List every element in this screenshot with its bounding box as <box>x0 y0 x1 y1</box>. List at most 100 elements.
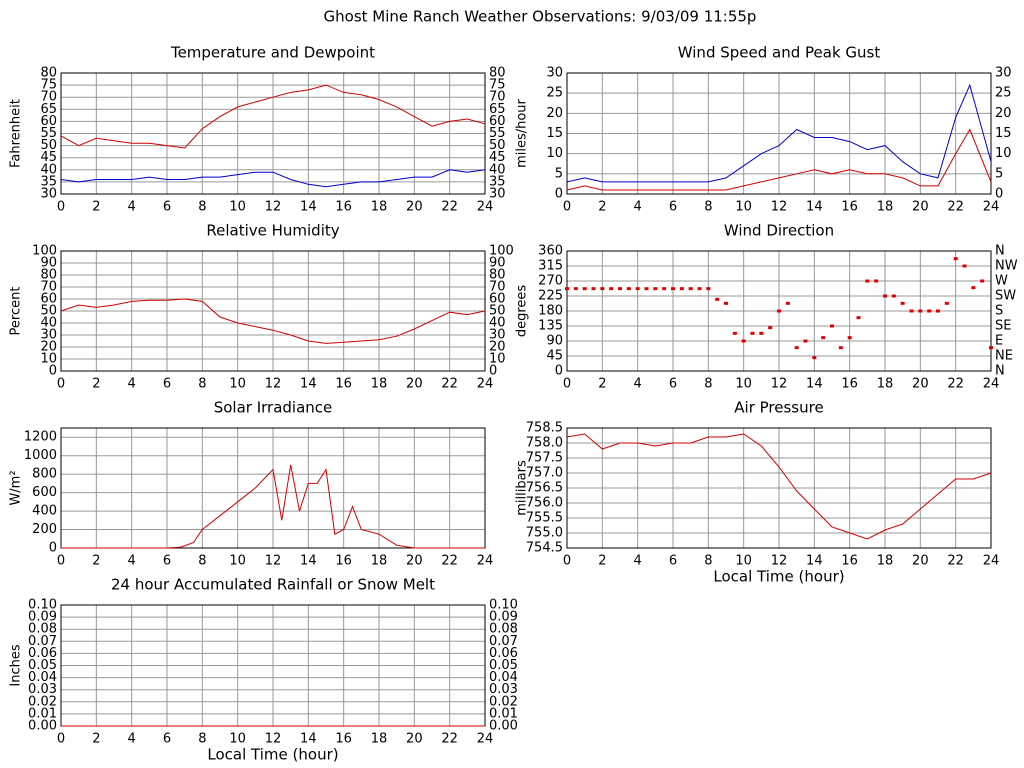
y2-tick-label: E <box>995 334 1003 349</box>
chart-title: Temperature and Dewpoint <box>170 44 375 62</box>
y2-tick-label: 75 <box>489 78 506 93</box>
y-tick-label: 70 <box>40 280 57 295</box>
y-tick-label: 80 <box>40 268 57 283</box>
x-tick-label: 6 <box>669 200 677 215</box>
y2-tick-label: 15 <box>995 126 1012 141</box>
x-tick-label: 20 <box>406 732 423 747</box>
x-tick-label: 16 <box>841 554 858 569</box>
x-axis-label: Local Time (hour) <box>713 568 844 586</box>
data-point <box>644 287 649 291</box>
y-tick-label: 0.03 <box>28 682 57 697</box>
data-point <box>759 331 764 335</box>
x-tick-label: 14 <box>806 200 823 215</box>
y2-tick-label: 90 <box>489 256 506 271</box>
x-tick-label: 22 <box>441 554 458 569</box>
y-tick-label: 70 <box>40 90 57 105</box>
data-point <box>830 324 834 328</box>
y2-tick-label: 30 <box>489 187 506 202</box>
x-tick-label: 0 <box>563 200 571 215</box>
plot-frame <box>566 250 992 372</box>
data-point <box>741 339 746 343</box>
data-point <box>900 301 905 305</box>
data-point <box>936 309 940 313</box>
data-line <box>566 128 992 191</box>
y-tick-label: 756.5 <box>526 481 563 496</box>
data-point <box>856 316 861 320</box>
data-point <box>715 297 720 301</box>
x-tick-label: 12 <box>771 200 788 215</box>
chart-title: 24 hour Accumulated Rainfall or Snow Mel… <box>111 576 435 594</box>
y-tick-label: 754.5 <box>526 541 563 556</box>
chart-title: Air Pressure <box>734 399 823 417</box>
x-tick-label: 24 <box>983 554 1000 569</box>
y-tick-label: 756.0 <box>526 496 563 511</box>
x-tick-label: 18 <box>877 377 894 392</box>
x-tick-label: 20 <box>406 200 423 215</box>
x-tick-label: 4 <box>128 377 136 392</box>
y2-tick-label: 20 <box>995 106 1012 121</box>
x-tick-label: 24 <box>983 377 1000 392</box>
y-tick-label: 20 <box>546 106 563 121</box>
y-axis-label: millibars <box>515 460 530 516</box>
x-tick-label: 12 <box>265 377 282 392</box>
x-axis-label: Local Time (hour) <box>207 746 338 764</box>
x-tick-label: 22 <box>441 200 458 215</box>
y-tick-label: 50 <box>40 304 57 319</box>
y2-tick-label: 60 <box>489 114 506 129</box>
data-point <box>618 287 622 291</box>
y-tick-label: 60 <box>40 114 57 129</box>
x-tick-label: 10 <box>229 200 246 215</box>
y2-tick-label: 0.04 <box>489 670 518 685</box>
chart-title: Wind Direction <box>724 222 834 240</box>
data-point <box>909 309 914 313</box>
y-axis-label: W/m² <box>9 470 24 505</box>
y-tick-label: 0 <box>555 187 563 202</box>
data-point <box>927 309 932 313</box>
x-tick-label: 2 <box>92 377 100 392</box>
x-tick-label: 6 <box>163 732 171 747</box>
x-tick-label: 14 <box>806 554 823 569</box>
y2-tick-label: 10 <box>489 352 506 367</box>
y-tick-label: 30 <box>40 328 57 343</box>
y-tick-label: 10 <box>546 146 563 161</box>
data-line <box>60 298 486 344</box>
x-tick-label: 2 <box>92 200 100 215</box>
y-tick-label: 0.01 <box>28 706 57 721</box>
y-tick-label: 135 <box>538 319 563 334</box>
x-tick-label: 12 <box>771 554 788 569</box>
y-axis-label: Percent <box>9 287 24 336</box>
data-line <box>566 433 992 540</box>
x-tick-label: 2 <box>598 377 606 392</box>
y-tick-label: 30 <box>546 66 563 81</box>
data-point <box>794 346 799 350</box>
x-tick-label: 24 <box>477 732 494 747</box>
x-tick-label: 2 <box>92 554 100 569</box>
y-tick-label: 5 <box>555 166 563 181</box>
y-tick-label: 65 <box>40 102 57 117</box>
y2-tick-label: 0.01 <box>489 706 518 721</box>
x-tick-label: 0 <box>563 377 571 392</box>
x-tick-label: 10 <box>229 554 246 569</box>
x-tick-label: 6 <box>163 554 171 569</box>
x-tick-label: 8 <box>704 554 712 569</box>
y-tick-label: 755.0 <box>526 526 563 541</box>
data-point <box>582 287 587 291</box>
x-tick-label: 6 <box>669 554 677 569</box>
data-point <box>803 339 808 343</box>
y-tick-label: 0.10 <box>28 598 57 613</box>
x-tick-label: 16 <box>335 732 352 747</box>
x-tick-label: 0 <box>57 732 65 747</box>
x-tick-label: 24 <box>983 200 1000 215</box>
data-point <box>679 287 684 291</box>
x-tick-label: 14 <box>300 377 317 392</box>
y-tick-label: 0.00 <box>28 719 57 734</box>
data-point <box>821 336 826 340</box>
data-point <box>883 294 887 298</box>
y-tick-label: 90 <box>546 334 563 349</box>
chart-title: Relative Humidity <box>206 222 339 240</box>
y-tick-label: 180 <box>538 304 563 319</box>
y-tick-label: 40 <box>40 162 57 177</box>
x-tick-label: 22 <box>441 732 458 747</box>
y-tick-label: 757.0 <box>526 466 563 481</box>
x-tick-label: 8 <box>198 554 206 569</box>
